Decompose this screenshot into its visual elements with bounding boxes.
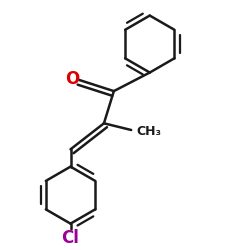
Text: Cl: Cl <box>62 229 80 247</box>
Text: CH₃: CH₃ <box>136 126 161 138</box>
Text: O: O <box>65 70 79 88</box>
